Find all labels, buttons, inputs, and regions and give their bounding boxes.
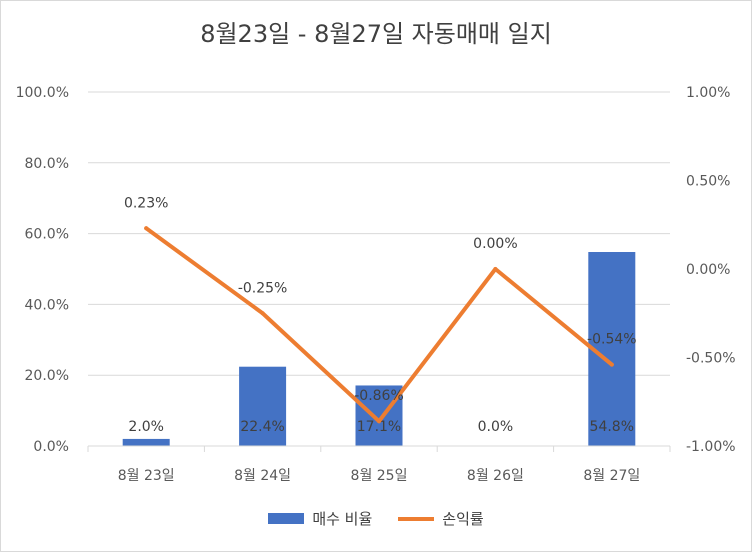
left-axis: 0.0% 20.0% 40.0% 60.0% 80.0% 100.0% xyxy=(16,85,69,455)
legend-item-bar: 매수 비율 xyxy=(268,508,372,529)
line-data-label: 0.00% xyxy=(473,236,517,252)
x-tick-label: 8월 27일 xyxy=(583,468,640,484)
line-data-label: -0.25% xyxy=(238,280,288,296)
bar-series xyxy=(122,252,636,446)
line-data-labels: 0.23% -0.25% -0.86% 0.00% -0.54% xyxy=(124,195,637,404)
line-data-label: 0.23% xyxy=(124,195,168,211)
bar-data-labels: 2.0% 22.4% 17.1% 0.0% 54.8% xyxy=(128,419,634,435)
line-point xyxy=(260,311,265,316)
bar-data-label: 54.8% xyxy=(590,419,634,435)
left-tick-label: 40.0% xyxy=(25,297,69,313)
line-point xyxy=(609,362,614,367)
line-series xyxy=(144,226,614,424)
legend: 매수 비율 손익률 xyxy=(0,508,752,529)
legend-swatch-line xyxy=(398,516,435,521)
x-tick-label: 8월 26일 xyxy=(467,468,524,484)
left-tick-label: 100.0% xyxy=(16,85,69,101)
right-tick-label: 0.50% xyxy=(686,174,730,190)
x-axis: 8월 23일 8월 24일 8월 25일 8월 26일 8월 27일 xyxy=(87,445,671,484)
left-tick-label: 80.0% xyxy=(25,156,69,172)
bar-data-label: 0.0% xyxy=(478,419,514,435)
x-tick-label: 8월 25일 xyxy=(351,468,408,484)
legend-swatch-bar xyxy=(268,513,305,524)
line-point xyxy=(493,267,498,271)
bar-data-label: 2.0% xyxy=(128,419,164,435)
bar-data-label: 17.1% xyxy=(357,419,401,435)
bar xyxy=(122,438,170,446)
bar xyxy=(588,252,636,446)
chart-title: 8월23일 - 8월27일 자동매매 일지 xyxy=(200,20,552,48)
bar xyxy=(239,366,287,446)
gridlines xyxy=(88,91,670,376)
line-data-label: -0.54% xyxy=(587,332,637,348)
right-tick-label: 0.00% xyxy=(686,262,730,278)
bar xyxy=(355,385,403,446)
right-tick-label: 1.00% xyxy=(686,85,730,101)
right-tick-label: -0.50% xyxy=(686,351,736,367)
legend-label-line: 손익률 xyxy=(442,510,484,528)
right-axis: -1.00% -0.50% 0.00% 0.50% 1.00% xyxy=(686,85,736,455)
right-tick-label: -1.00% xyxy=(686,439,736,455)
legend-item-line: 손익률 xyxy=(398,508,484,529)
line-point xyxy=(377,419,381,424)
left-tick-label: 0.0% xyxy=(33,439,69,455)
x-tick-label: 8월 23일 xyxy=(118,468,175,484)
legend-label-bar: 매수 비율 xyxy=(312,510,373,528)
line-data-label: -0.86% xyxy=(354,388,404,404)
left-tick-label: 20.0% xyxy=(25,368,69,384)
left-tick-label: 60.0% xyxy=(25,227,69,243)
line-point xyxy=(144,226,149,231)
x-tick-label: 8월 24일 xyxy=(234,468,291,484)
bar-data-label: 22.4% xyxy=(240,419,284,435)
